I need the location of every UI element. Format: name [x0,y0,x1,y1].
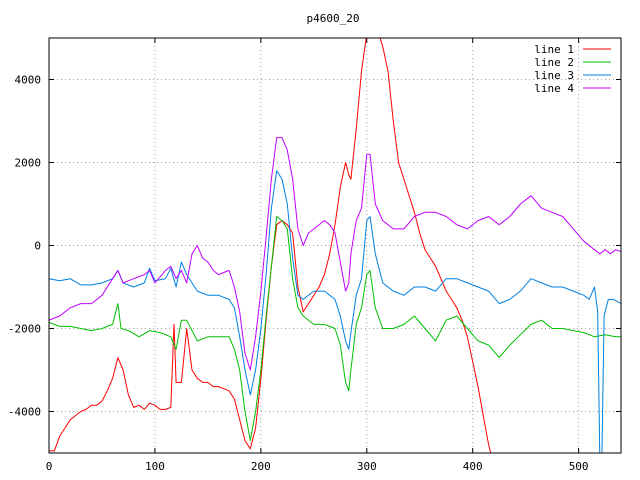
series-line-4 [49,137,621,371]
y-tick-label: -4000 [8,406,41,419]
x-tick-label: 100 [145,460,165,473]
series-line-1 [49,38,492,453]
series-line-3 [49,170,621,453]
legend-label: line 3 [534,69,574,82]
y-tick-label: -2000 [8,323,41,336]
legend-label: line 4 [534,82,574,95]
x-tick-label: 300 [357,460,377,473]
x-tick-label: 500 [569,460,589,473]
y-tick-label: 2000 [15,157,42,170]
x-tick-label: 0 [46,460,53,473]
x-tick-label: 400 [463,460,483,473]
y-tick-label: 0 [34,240,41,253]
series-layer [49,38,621,453]
legend-label: line 2 [534,56,574,69]
y-tick-label: 4000 [15,74,42,87]
legend-label: line 1 [534,43,574,56]
chart-title: p4600_20 [307,12,360,25]
x-tick-label: 200 [251,460,271,473]
grid [49,38,621,453]
plot-frame [48,37,622,454]
axis-ticks: 0 100 200 300 400 500 -4000 -2000 0 2000 4000 [8,38,621,473]
series-line-2 [49,216,621,442]
